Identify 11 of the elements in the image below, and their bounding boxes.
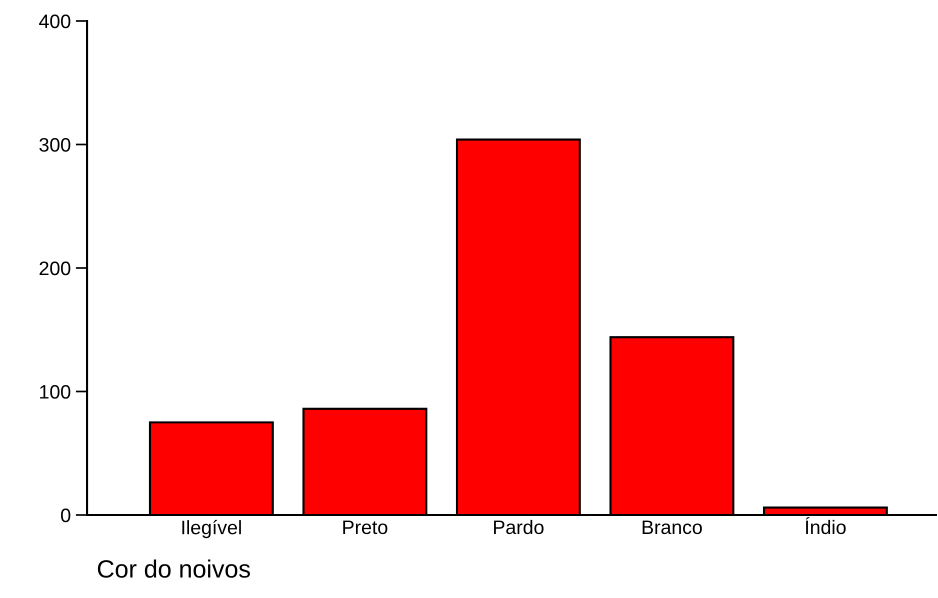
x-tick-label: Pardo bbox=[494, 520, 544, 534]
x-tick-label: Índio bbox=[806, 517, 846, 534]
x-tick-label: Ilegível bbox=[182, 520, 241, 538]
x-tick-label: Preto bbox=[343, 520, 388, 534]
y-tick-label: 400 bbox=[39, 14, 70, 28]
x-axis-title: Cor do noivos bbox=[98, 559, 250, 578]
y-tick-label: 0 bbox=[61, 508, 70, 522]
x-tick-label: Branco bbox=[642, 520, 702, 534]
y-tick-label: 100 bbox=[40, 384, 70, 399]
y-tick-label: 300 bbox=[39, 138, 70, 152]
y-tick-label: 200 bbox=[40, 261, 70, 276]
